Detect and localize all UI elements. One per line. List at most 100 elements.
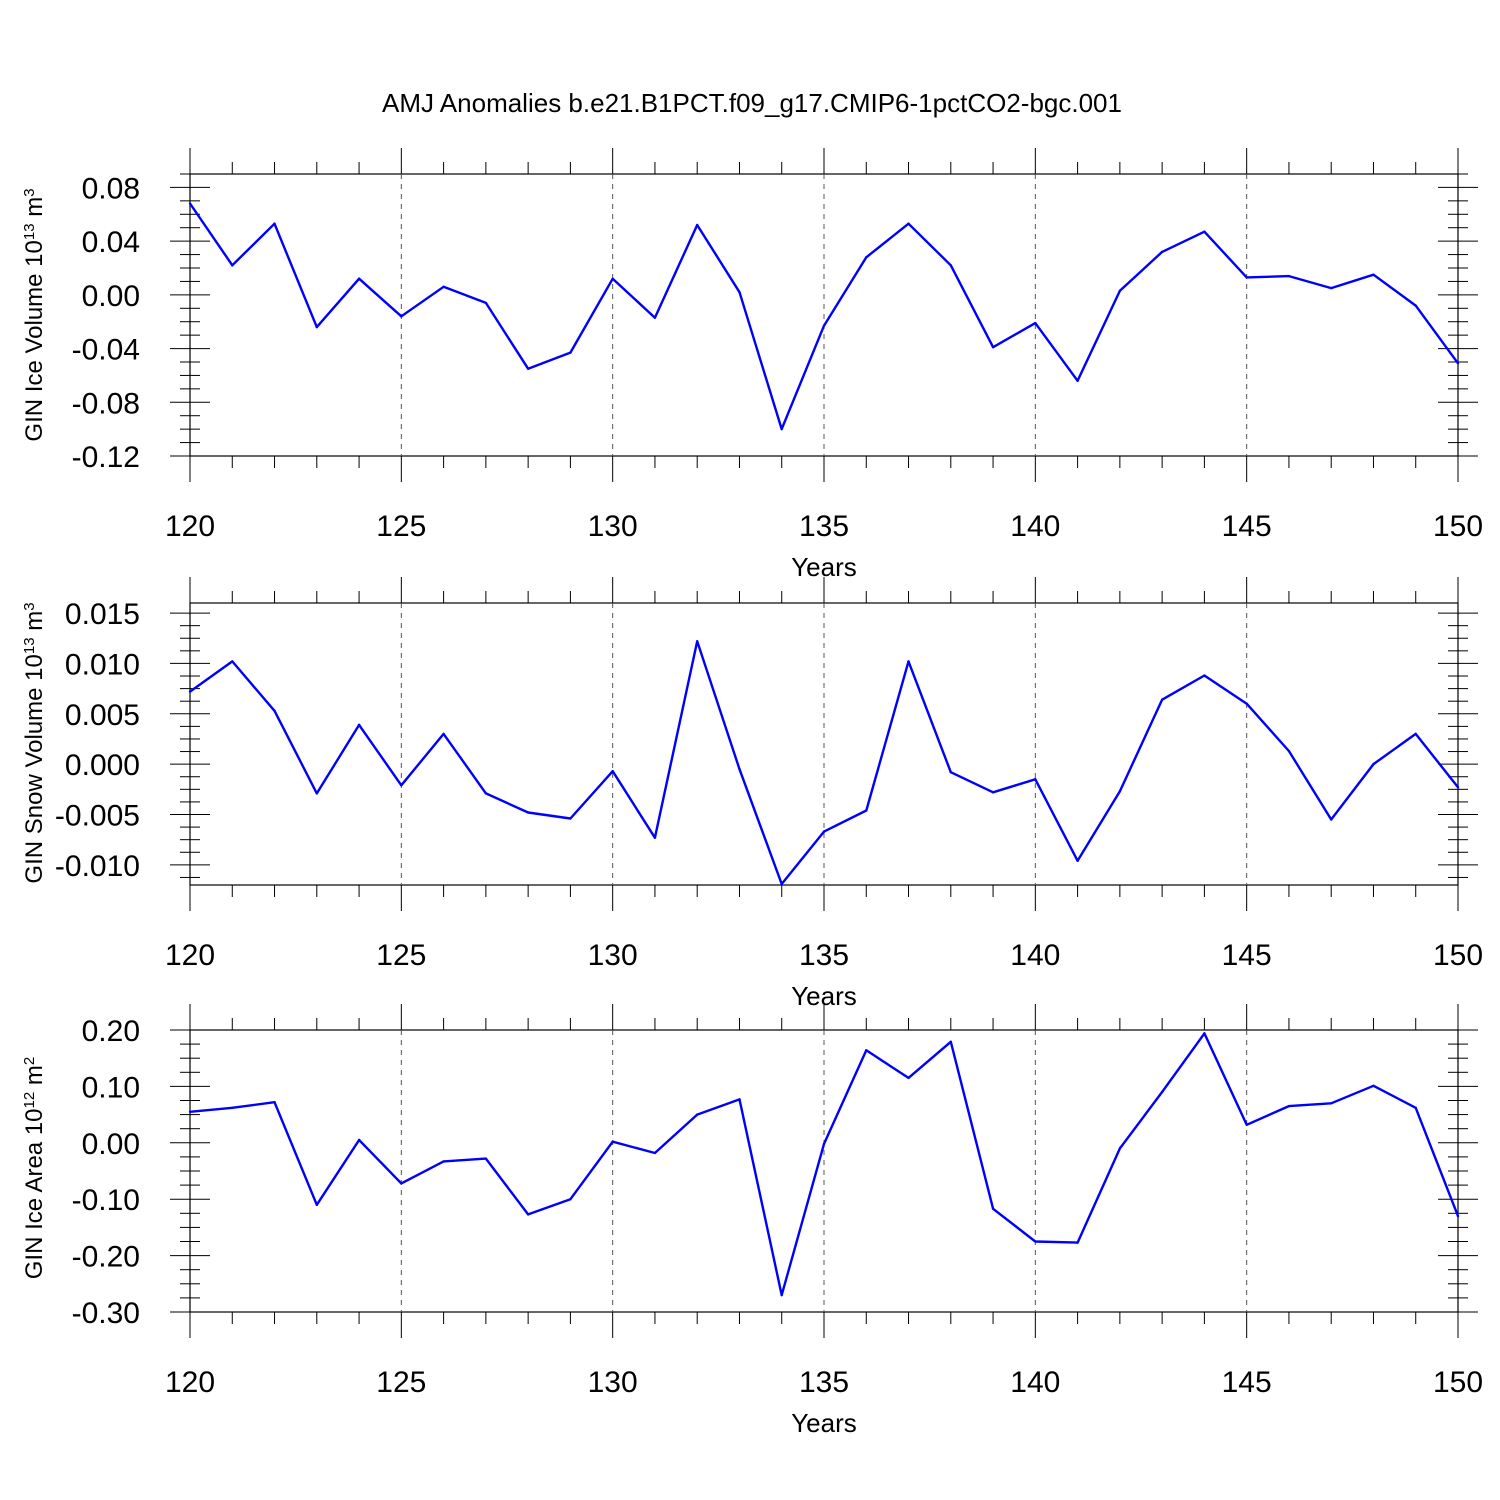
panel-1: 120 125 130 135 140 145 150Years0.080.040.00-0…: [21, 148, 1483, 582]
y-tick-label: 0.08: [82, 172, 140, 205]
y-tick-label: 0.000: [65, 749, 140, 782]
x-tick-label: 135: [799, 510, 849, 543]
data-point: [1245, 276, 1248, 279]
data-point: [1330, 818, 1333, 821]
y-axis-label-text: GIN Ice Area 10: [21, 1108, 48, 1279]
data-point: [1372, 1084, 1375, 1088]
data-point: [357, 1138, 361, 1142]
data-point: [738, 290, 741, 294]
data-point: [1245, 1123, 1248, 1126]
y-tick-label: 0.00: [82, 280, 140, 313]
x-tick-label: 150: [1433, 1366, 1483, 1399]
data-point: [315, 792, 318, 795]
data-point: [696, 1113, 699, 1116]
data-point: [569, 1198, 572, 1201]
data-point: [907, 1076, 910, 1080]
data-point: [315, 1203, 318, 1207]
data-point: [231, 660, 234, 663]
data-point: [1414, 732, 1417, 736]
data-point: [780, 1293, 783, 1297]
data-point: [1287, 1104, 1291, 1108]
data-point: [1203, 230, 1206, 233]
y-axis-label-superscript: 12: [21, 1092, 38, 1109]
y-axis-label-superscript: 3: [21, 188, 38, 196]
data-point: [400, 315, 403, 318]
data-point: [1034, 778, 1037, 781]
data-point: [484, 301, 488, 305]
data-point: [653, 316, 657, 319]
x-tick-label: 140: [1010, 1366, 1060, 1399]
data-point: [231, 264, 234, 267]
data-point: [273, 709, 276, 712]
y-axis-label-superscript: 3: [21, 602, 38, 610]
y-axis-label: GIN Ice Volume 1013 m3: [21, 188, 49, 441]
y-tick-label: 0.015: [65, 598, 140, 631]
y-axis-label-superscript: 13: [21, 637, 38, 654]
data-point: [1287, 274, 1291, 278]
x-tick-label: 145: [1222, 939, 1272, 972]
y-tick-label: -0.30: [72, 1297, 140, 1330]
y-tick-label: -0.12: [72, 441, 140, 474]
data-point: [738, 1098, 741, 1101]
data-point: [1034, 1240, 1037, 1243]
data-point: [526, 811, 530, 814]
y-tick-label: -0.08: [72, 387, 140, 420]
data-point: [1160, 1090, 1164, 1094]
data-point: [1456, 786, 1460, 789]
data-point: [569, 817, 572, 820]
panel-2: 120 125 130 135 140 145 150Years0.0150.0100.00…: [21, 577, 1483, 1011]
data-point: [526, 367, 530, 370]
data-point: [1456, 362, 1460, 365]
data-point: [1372, 273, 1375, 276]
chart-title: AMJ Anomalies b.e21.B1PCT.f09_g17.CMIP6-…: [382, 88, 1122, 118]
data-point: [1330, 286, 1333, 290]
data-point: [949, 771, 952, 774]
x-tick-label: 145: [1222, 1366, 1272, 1399]
data-point: [865, 809, 868, 812]
y-axis-label-superscript: 2: [21, 1057, 38, 1065]
data-point: [949, 1040, 952, 1044]
data-point: [1372, 762, 1375, 766]
data-point: [696, 640, 699, 643]
x-tick-label: 120: [165, 1366, 215, 1399]
data-point: [1118, 1147, 1122, 1150]
data-point: [188, 1110, 192, 1113]
y-axis-label-text: m: [21, 1065, 48, 1092]
data-point: [357, 723, 361, 727]
panel-3: 120 125 130 135 140 145 150 Years 0.20 0.10 0.00 -0…: [21, 1004, 1483, 1438]
data-point: [442, 1160, 445, 1163]
data-point: [611, 769, 614, 773]
data-point: [442, 732, 445, 736]
data-point: [1034, 321, 1037, 325]
data-point: [780, 882, 783, 886]
x-tick-label: 145: [1222, 510, 1272, 543]
data-point: [1076, 859, 1079, 863]
data-point: [949, 264, 952, 267]
x-tick-label: 140: [1010, 939, 1060, 972]
data-point: [1076, 1241, 1079, 1244]
data-point: [400, 784, 403, 787]
y-axis-label-text: GIN Ice Volume 10: [21, 240, 48, 441]
data-point: [484, 792, 488, 795]
data-point: [442, 285, 445, 288]
x-tick-label: 150: [1433, 510, 1483, 543]
y-tick-label: -0.04: [72, 334, 140, 367]
x-tick-label: 130: [588, 1366, 638, 1399]
y-tick-label: 0.010: [65, 648, 140, 681]
y-axis-label: GIN Ice Area 1012 m2: [21, 1057, 49, 1279]
data-point: [1287, 749, 1291, 753]
x-tick-label: 130: [588, 510, 638, 543]
x-tick-label: 150: [1433, 939, 1483, 972]
data-point: [357, 277, 361, 280]
data-point: [1118, 790, 1122, 793]
data-point: [1245, 702, 1248, 705]
data-point: [822, 324, 826, 327]
data-point: [1414, 304, 1417, 307]
x-tick-label: 135: [799, 939, 849, 972]
data-point: [991, 346, 995, 349]
y-tick-label: 0.00: [82, 1128, 140, 1161]
data-point: [611, 1140, 614, 1143]
data-point: [991, 791, 995, 794]
x-tick-label: 135: [799, 1366, 849, 1399]
